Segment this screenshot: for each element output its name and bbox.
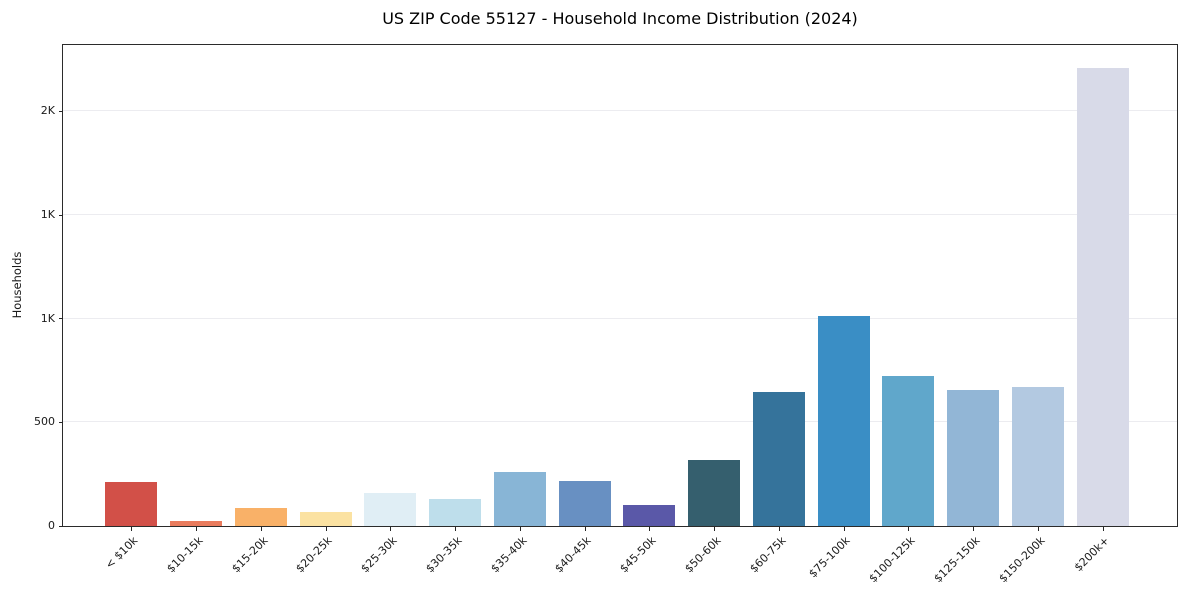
- x-tick-mark: [1102, 527, 1104, 531]
- bar-slot: $45-50k: [617, 45, 682, 575]
- x-tick-mark: [1037, 527, 1039, 531]
- x-tick-mark: [843, 527, 845, 531]
- bar-50-60k: [688, 459, 741, 526]
- bar-slot: < $10k: [99, 45, 164, 572]
- y-tick-label: 2K: [40, 104, 55, 118]
- x-tick-mark: [325, 527, 327, 531]
- x-tick-label: $40-45k: [552, 534, 594, 576]
- gridline: [63, 421, 1177, 423]
- bar-slot: $75-100k: [807, 45, 876, 580]
- y-tick-label: 0: [48, 519, 55, 532]
- x-tick-label: $125-150k: [931, 534, 983, 586]
- x-tick-label: $100-125k: [866, 534, 918, 586]
- x-tick-label: $15-20k: [228, 534, 271, 576]
- y-axis-label: Households: [10, 251, 24, 319]
- bar-slot: $35-40k: [488, 45, 553, 575]
- x-tick-label: $60-75k: [746, 534, 789, 576]
- bar-60-75k: [752, 392, 805, 526]
- x-tick-label: $10-15k: [164, 534, 206, 576]
- bar-slot: $40-45k: [552, 45, 617, 575]
- bar-100-125k: [882, 375, 935, 526]
- gridline: [63, 110, 1177, 112]
- bar-slot: $200k+: [1070, 45, 1135, 574]
- x-tick-mark: [778, 527, 780, 531]
- y-tick-mark: [59, 110, 63, 112]
- x-tick-label: < $10k: [103, 534, 141, 572]
- bar-15-20k: [234, 508, 287, 526]
- chart-title: US ZIP Code 55127 - Household Income Dis…: [382, 9, 858, 28]
- bar-slot: $125-150k: [931, 45, 1006, 585]
- bar-30-35k: [429, 499, 482, 526]
- gridline: [63, 317, 1177, 319]
- bar-slot: $10-15k: [164, 45, 229, 575]
- x-tick-mark: [390, 527, 392, 531]
- bar-45-50k: [623, 505, 676, 526]
- y-tick-mark: [59, 214, 63, 216]
- x-tick-mark: [519, 527, 521, 531]
- y-tick-label: 500: [34, 415, 55, 429]
- x-tick-label: $200k+: [1071, 534, 1112, 575]
- bar-200k: [1076, 67, 1129, 526]
- bar-125-150k: [947, 390, 1000, 526]
- y-tick-mark: [59, 318, 63, 320]
- x-tick-label: $45-50k: [617, 534, 659, 576]
- x-tick-mark: [649, 527, 651, 531]
- gridline: [63, 214, 1177, 216]
- x-tick-mark: [908, 527, 910, 531]
- x-tick-mark: [714, 527, 716, 531]
- bar-slot: $15-20k: [229, 45, 294, 575]
- y-tick-label: 1K: [40, 208, 55, 222]
- bar-slot: $100-125k: [866, 45, 941, 585]
- bar-150-200k: [1011, 387, 1064, 526]
- x-tick-mark: [196, 527, 198, 531]
- bar-75-100k: [817, 315, 870, 526]
- bar-slot: $60-75k: [747, 45, 812, 575]
- x-tick-label: $35-40k: [487, 534, 530, 576]
- y-tick-mark: [59, 525, 63, 527]
- bars-layer: < $10k $10-15k $15-20k $20-25k $25-30k $30-35…: [63, 45, 1177, 585]
- bar-20-25k: [299, 511, 352, 526]
- bar-10-15k: [170, 520, 223, 526]
- x-tick-mark: [584, 527, 586, 531]
- bar-25-30k: [364, 492, 417, 526]
- bar-slot: $150-200k: [996, 45, 1071, 585]
- x-tick-mark: [455, 527, 457, 531]
- x-tick-label: $20-25k: [293, 534, 335, 576]
- x-tick-label: $30-35k: [423, 534, 465, 576]
- x-tick-label: $25-30k: [358, 534, 400, 576]
- bar-slot: $50-60k: [682, 45, 747, 575]
- x-tick-label: $150-200k: [995, 534, 1048, 586]
- bar-10k: [105, 482, 158, 526]
- x-tick-label: $50-60k: [682, 534, 724, 576]
- bar-slot: $20-25k: [293, 45, 358, 575]
- x-tick-label: $75-100k: [806, 534, 853, 581]
- x-tick-mark: [973, 527, 975, 531]
- bar-35-40k: [493, 472, 546, 526]
- x-tick-mark: [260, 527, 262, 531]
- y-tick-mark: [59, 421, 63, 423]
- x-tick-mark: [131, 527, 133, 531]
- bar-slot: $30-35k: [423, 45, 488, 575]
- bar-40-45k: [558, 481, 611, 526]
- y-tick-label: 1K: [40, 311, 55, 325]
- plot-area: 0 500 1K 1K 2K < $10k $10-15k $15-20k $20-25k $2…: [34, 44, 1178, 585]
- bar-slot: $25-30k: [358, 45, 423, 575]
